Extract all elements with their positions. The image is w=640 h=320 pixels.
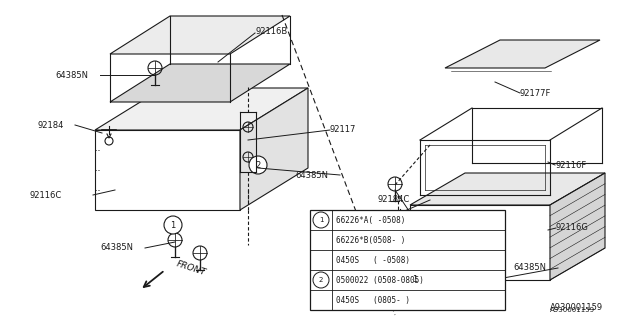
Text: 92116C: 92116C xyxy=(30,190,62,199)
Text: 92184: 92184 xyxy=(38,121,65,130)
Text: 64385N: 64385N xyxy=(370,215,403,225)
Text: 2: 2 xyxy=(255,161,260,170)
Circle shape xyxy=(406,270,424,288)
Text: 66226*B(0508- ): 66226*B(0508- ) xyxy=(336,236,405,244)
Polygon shape xyxy=(410,173,605,205)
Text: 64385N: 64385N xyxy=(295,171,328,180)
Polygon shape xyxy=(240,88,308,210)
Text: 0450S   (0805- ): 0450S (0805- ) xyxy=(336,295,410,305)
Polygon shape xyxy=(550,173,605,280)
Text: 0450S   ( -0508): 0450S ( -0508) xyxy=(336,255,410,265)
Circle shape xyxy=(249,156,267,174)
Text: 92177F: 92177F xyxy=(520,89,552,98)
Text: 64385N: 64385N xyxy=(55,70,88,79)
Text: 1: 1 xyxy=(170,220,175,229)
Polygon shape xyxy=(110,64,290,102)
Text: 66226*A( -0508): 66226*A( -0508) xyxy=(336,215,405,225)
Text: A930001159: A930001159 xyxy=(550,303,603,313)
Text: 2: 2 xyxy=(319,277,323,283)
Text: 1: 1 xyxy=(412,275,418,284)
Text: 92116B: 92116B xyxy=(255,28,287,36)
Text: 92184C: 92184C xyxy=(378,196,410,204)
Polygon shape xyxy=(445,40,600,68)
Text: 92116F: 92116F xyxy=(555,161,586,170)
Bar xyxy=(310,210,505,310)
Text: 92117: 92117 xyxy=(330,125,356,134)
Text: 92116G: 92116G xyxy=(556,223,589,233)
Text: 64385N: 64385N xyxy=(513,263,546,273)
Text: FRONT: FRONT xyxy=(175,259,207,277)
Polygon shape xyxy=(95,88,308,130)
Text: 64385N: 64385N xyxy=(100,244,133,252)
Polygon shape xyxy=(110,16,290,54)
Text: A930001159: A930001159 xyxy=(550,307,595,313)
Circle shape xyxy=(164,216,182,234)
Text: 1: 1 xyxy=(319,217,323,223)
Text: 0500022 (0508-0805): 0500022 (0508-0805) xyxy=(336,276,424,284)
